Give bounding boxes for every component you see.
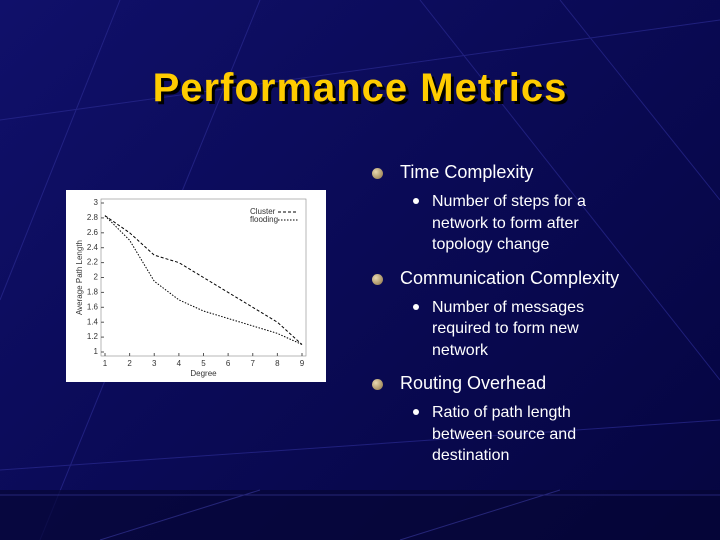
sub-bullet-text: Number of steps for a network to form aft… [432,191,586,256]
chart-background [66,190,326,382]
text-line: network to form after [432,214,579,232]
x-tick-label: 8 [275,359,280,368]
x-tick-label: 4 [177,359,182,368]
y-tick-label: 2 [94,273,99,282]
x-tick-label: 2 [127,359,132,368]
y-tick-label: 2.8 [87,213,99,222]
y-tick-label: 2.4 [87,243,99,252]
text-line: required to form new [432,320,579,337]
series-line [104,215,303,345]
y-tick-label: 2.6 [87,228,99,237]
y-tick-label: 1.2 [87,332,99,341]
slide-title: Performance Metrics [152,66,568,110]
sub-bullet-dot [413,303,419,310]
text-line: Ratio of path length [432,404,571,421]
text-line: Number of steps for a [432,193,586,210]
sub-bullet-text: Ratio of path length between source and de… [432,402,576,467]
y-axis-label: Average Path Length [75,240,84,315]
bullet-icon [372,168,383,179]
bullet-text: Routing Overhead [400,373,547,393]
bullet-text: Time Complexity [400,162,534,182]
y-tick-label: 3 [94,198,99,207]
y-tick-label: 2.2 [87,258,99,267]
x-tick-label: 6 [226,359,231,368]
sub-bullet-text: Number of messages required to form new ne… [432,297,584,362]
y-tick-label: 1 [94,347,99,356]
bullet-text: Communication Complexity [400,267,620,288]
text-line: topology change [432,236,550,253]
y-tick-label: 1.6 [87,302,99,311]
x-tick-label: 1 [103,359,108,368]
x-tick-label: 7 [251,359,256,368]
text-line: destination [432,447,510,464]
x-tick-label: 3 [152,359,157,368]
text-line: network [432,341,489,359]
y-tick-label: 1.8 [87,288,99,297]
sub-bullet-dot [413,409,419,415]
text-line: Number of messages [432,298,585,316]
y-tick-label: 1.4 [87,317,99,326]
x-tick-label: 5 [201,359,206,368]
x-tick-label: 9 [300,359,305,368]
legend-label: Cluster [250,207,276,216]
bullet-icon [372,273,383,285]
legend-label: flooding [250,215,278,224]
sub-bullet-dot [413,198,419,204]
text-line: between source and [432,425,577,443]
bullet-icon [372,379,383,390]
x-axis-label: Degree [190,369,217,378]
chart: 1 1.2 1.4 1.6 1.8 2 2.2 2.4 2.6 2.8 3 1 2 3 4 5 6 7 8 9 Degr… [66,190,326,382]
